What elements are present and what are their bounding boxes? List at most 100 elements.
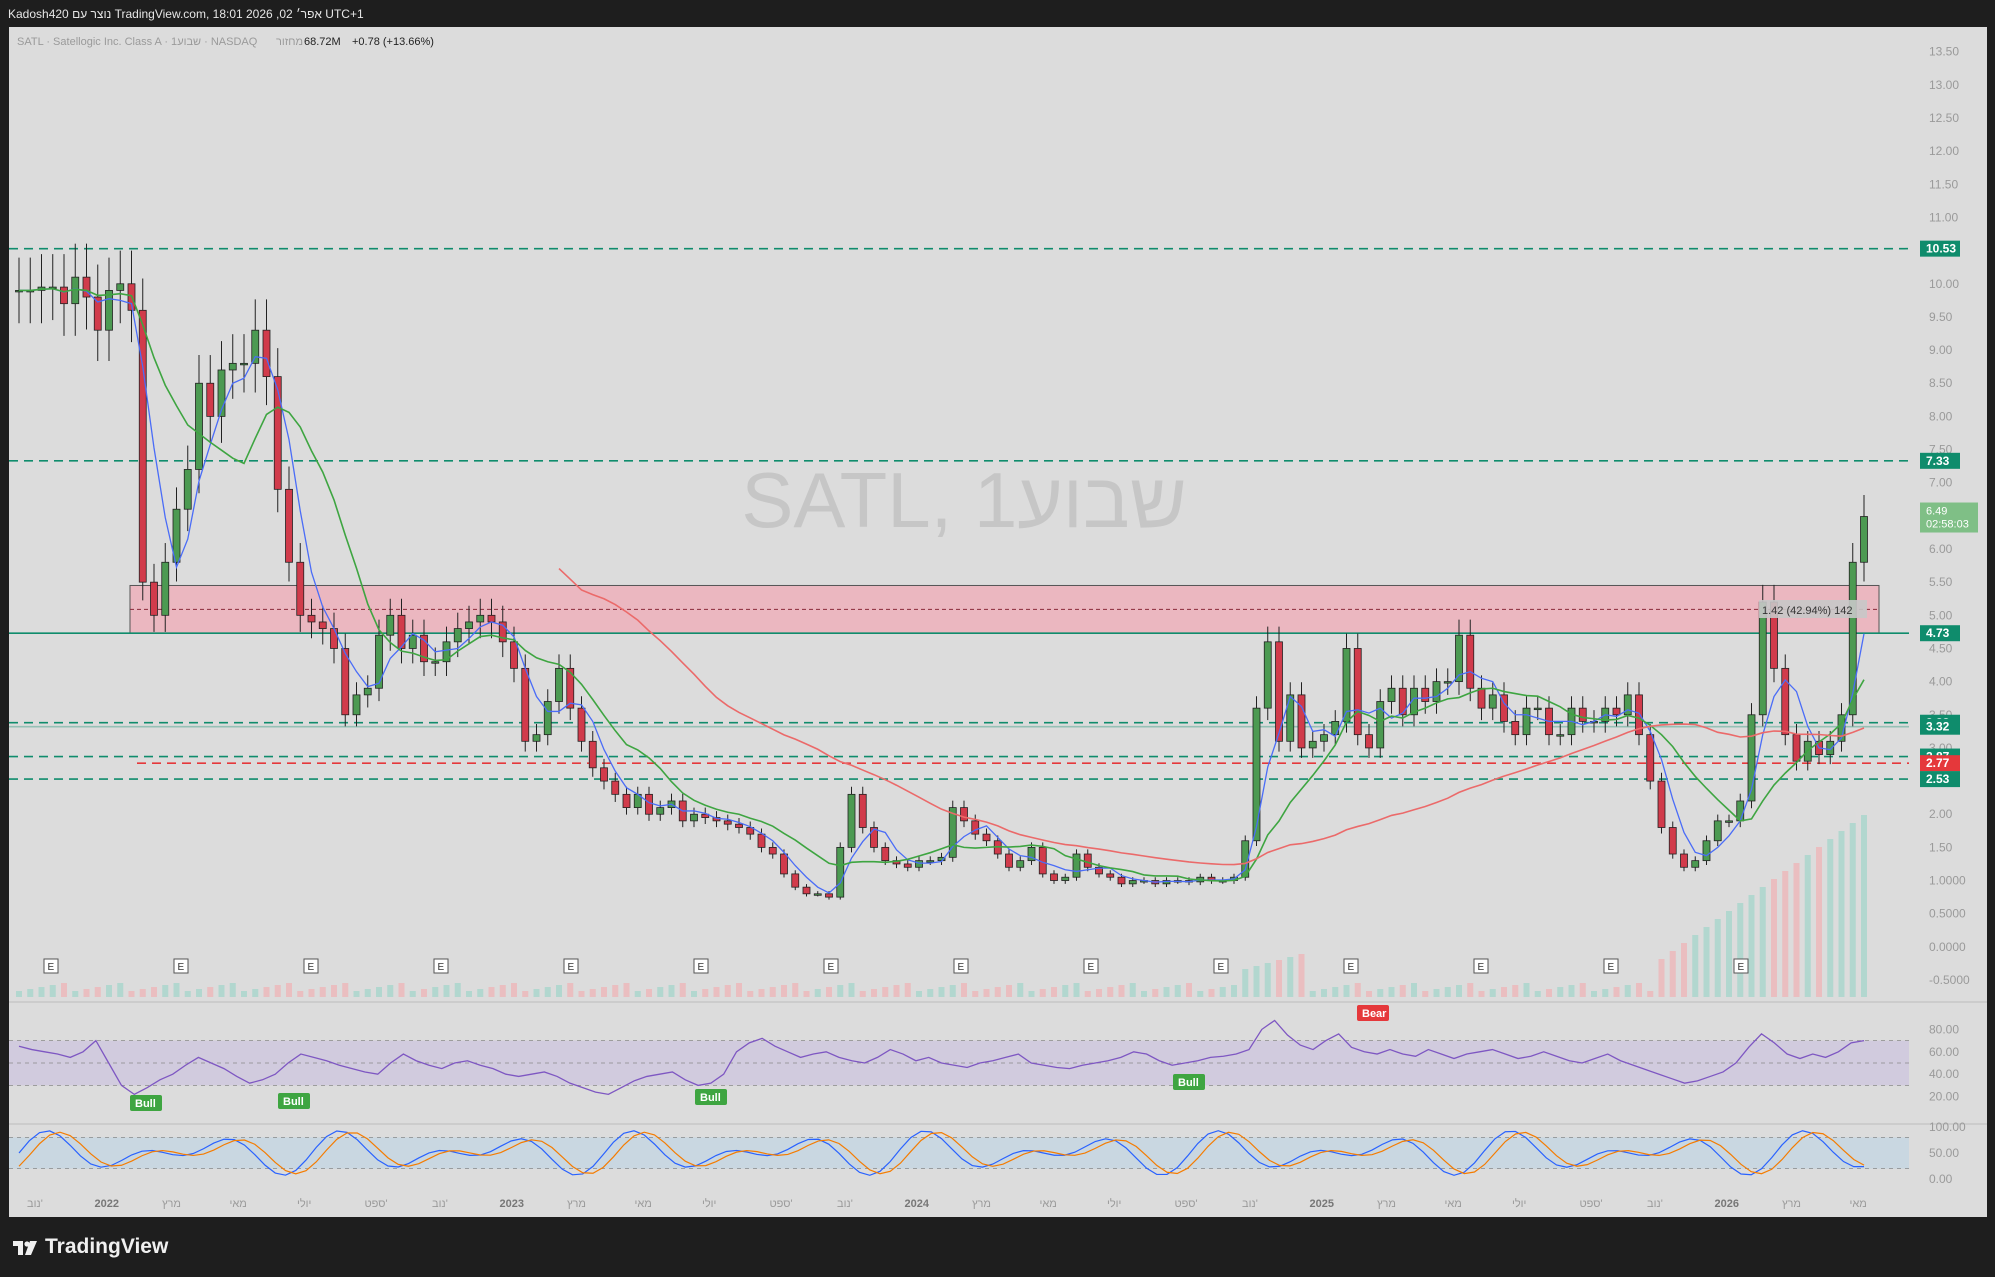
volume-bar bbox=[1816, 847, 1822, 997]
candle-body bbox=[1691, 860, 1700, 868]
volume-bar bbox=[286, 983, 292, 997]
candle bbox=[1027, 842, 1036, 865]
volume-bar bbox=[736, 983, 742, 997]
volume-bar bbox=[1321, 989, 1327, 997]
candle bbox=[352, 682, 361, 727]
candle bbox=[116, 250, 125, 324]
candle-body bbox=[1050, 873, 1058, 881]
candle-body bbox=[1421, 687, 1430, 702]
volume-bar bbox=[1793, 863, 1800, 997]
price-badge-bg bbox=[1920, 240, 1960, 257]
price-axis-badge: 4.73 bbox=[1920, 625, 1960, 642]
candle bbox=[1623, 682, 1632, 727]
candle bbox=[1286, 682, 1295, 752]
stoch-d-line bbox=[18, 1131, 1865, 1175]
volume-bar bbox=[331, 985, 337, 997]
volume-bar bbox=[1467, 983, 1474, 997]
volume-bar bbox=[1253, 966, 1260, 997]
rsi-tick-label: 40.00 bbox=[1929, 1067, 1959, 1081]
rsi-tick-label: 80.00 bbox=[1929, 1022, 1959, 1036]
volume-bar bbox=[196, 989, 202, 997]
candle bbox=[60, 254, 68, 336]
candle bbox=[363, 675, 372, 708]
candle bbox=[1320, 724, 1328, 752]
volume-bar bbox=[634, 991, 641, 997]
x-tick-label: נוב' bbox=[432, 1198, 448, 1210]
y-tick-label: 8.00 bbox=[1929, 409, 1953, 423]
price-badge-label: 2.53 bbox=[1926, 772, 1950, 786]
price-badge-label: 10.53 bbox=[1926, 242, 1956, 256]
candle-body bbox=[465, 621, 473, 629]
volume-bar bbox=[1681, 943, 1687, 997]
candle bbox=[1072, 849, 1081, 881]
candle-body bbox=[1826, 740, 1835, 755]
price-badge-bg bbox=[1920, 755, 1960, 772]
candle bbox=[813, 891, 822, 897]
candle-body bbox=[1612, 707, 1621, 716]
candle-body bbox=[1331, 721, 1340, 736]
earnings-marker: E bbox=[693, 958, 709, 974]
candle-body bbox=[1061, 876, 1070, 881]
candle bbox=[1365, 724, 1373, 758]
candle-body bbox=[431, 661, 440, 664]
candle bbox=[611, 772, 620, 802]
candle-body bbox=[915, 860, 923, 868]
candle bbox=[161, 543, 170, 632]
y-tick-label: 13.00 bbox=[1929, 78, 1959, 92]
price-axis-badge: 3.32 bbox=[1920, 718, 1960, 735]
candle bbox=[960, 800, 968, 828]
volume-bar bbox=[488, 987, 495, 997]
price-badge-bg bbox=[1920, 718, 1960, 735]
volume-bar bbox=[1737, 903, 1744, 997]
candle bbox=[1477, 675, 1486, 721]
volume-bar bbox=[1568, 985, 1575, 997]
earnings-marker-label: E bbox=[178, 962, 185, 973]
price-chart[interactable]: 13.5013.0012.5012.0011.5011.0010.5010.00… bbox=[9, 27, 1987, 1217]
candle-body bbox=[1848, 561, 1857, 716]
volume-bar bbox=[1332, 987, 1339, 997]
earnings-marker: E bbox=[173, 958, 189, 974]
x-tick-label: יולי bbox=[297, 1197, 311, 1210]
volume-bar bbox=[1186, 983, 1192, 997]
candle-body bbox=[1713, 820, 1722, 842]
volume-bar bbox=[679, 983, 686, 997]
earnings-marker-label: E bbox=[1738, 962, 1745, 973]
candle-body bbox=[341, 648, 350, 716]
measure-box bbox=[1759, 600, 1867, 619]
last-price-bg bbox=[1920, 502, 1978, 533]
candle-body bbox=[510, 641, 518, 669]
candle-body bbox=[543, 701, 552, 736]
candle-body bbox=[1781, 667, 1790, 736]
candle bbox=[948, 800, 957, 862]
volume-bar bbox=[904, 983, 911, 997]
volume-bar bbox=[1343, 985, 1350, 997]
candle-body bbox=[375, 634, 383, 689]
candle bbox=[543, 689, 552, 746]
volume-bar bbox=[1534, 991, 1541, 997]
candle bbox=[1612, 696, 1621, 727]
volume-bar bbox=[16, 991, 22, 997]
candle-body bbox=[1252, 707, 1261, 842]
earnings-marker-box bbox=[1473, 958, 1489, 974]
candle bbox=[1736, 793, 1745, 828]
y-tick-label: 5.50 bbox=[1929, 575, 1953, 589]
candle bbox=[600, 758, 608, 790]
candle-body bbox=[116, 283, 125, 291]
candle-body bbox=[420, 634, 428, 663]
candle-body bbox=[982, 833, 991, 842]
volume-bar bbox=[972, 991, 979, 997]
candle-body bbox=[318, 621, 327, 629]
candle-body bbox=[1263, 641, 1272, 709]
stoch-tick-label: 100.00 bbox=[1929, 1120, 1966, 1134]
earnings-marker: E bbox=[1343, 958, 1359, 974]
candle-body bbox=[1016, 860, 1025, 868]
candle-body bbox=[408, 634, 417, 649]
y-tick-label: 9.50 bbox=[1929, 310, 1953, 324]
volume-bar bbox=[893, 985, 900, 997]
earnings-marker-label: E bbox=[1218, 962, 1225, 973]
volume-bar bbox=[477, 989, 484, 997]
header-caption: Kadosh420 נוצר עם TradingView.com, 18:01… bbox=[8, 7, 364, 21]
volume-bar bbox=[556, 985, 562, 997]
volume-bar bbox=[151, 987, 157, 997]
